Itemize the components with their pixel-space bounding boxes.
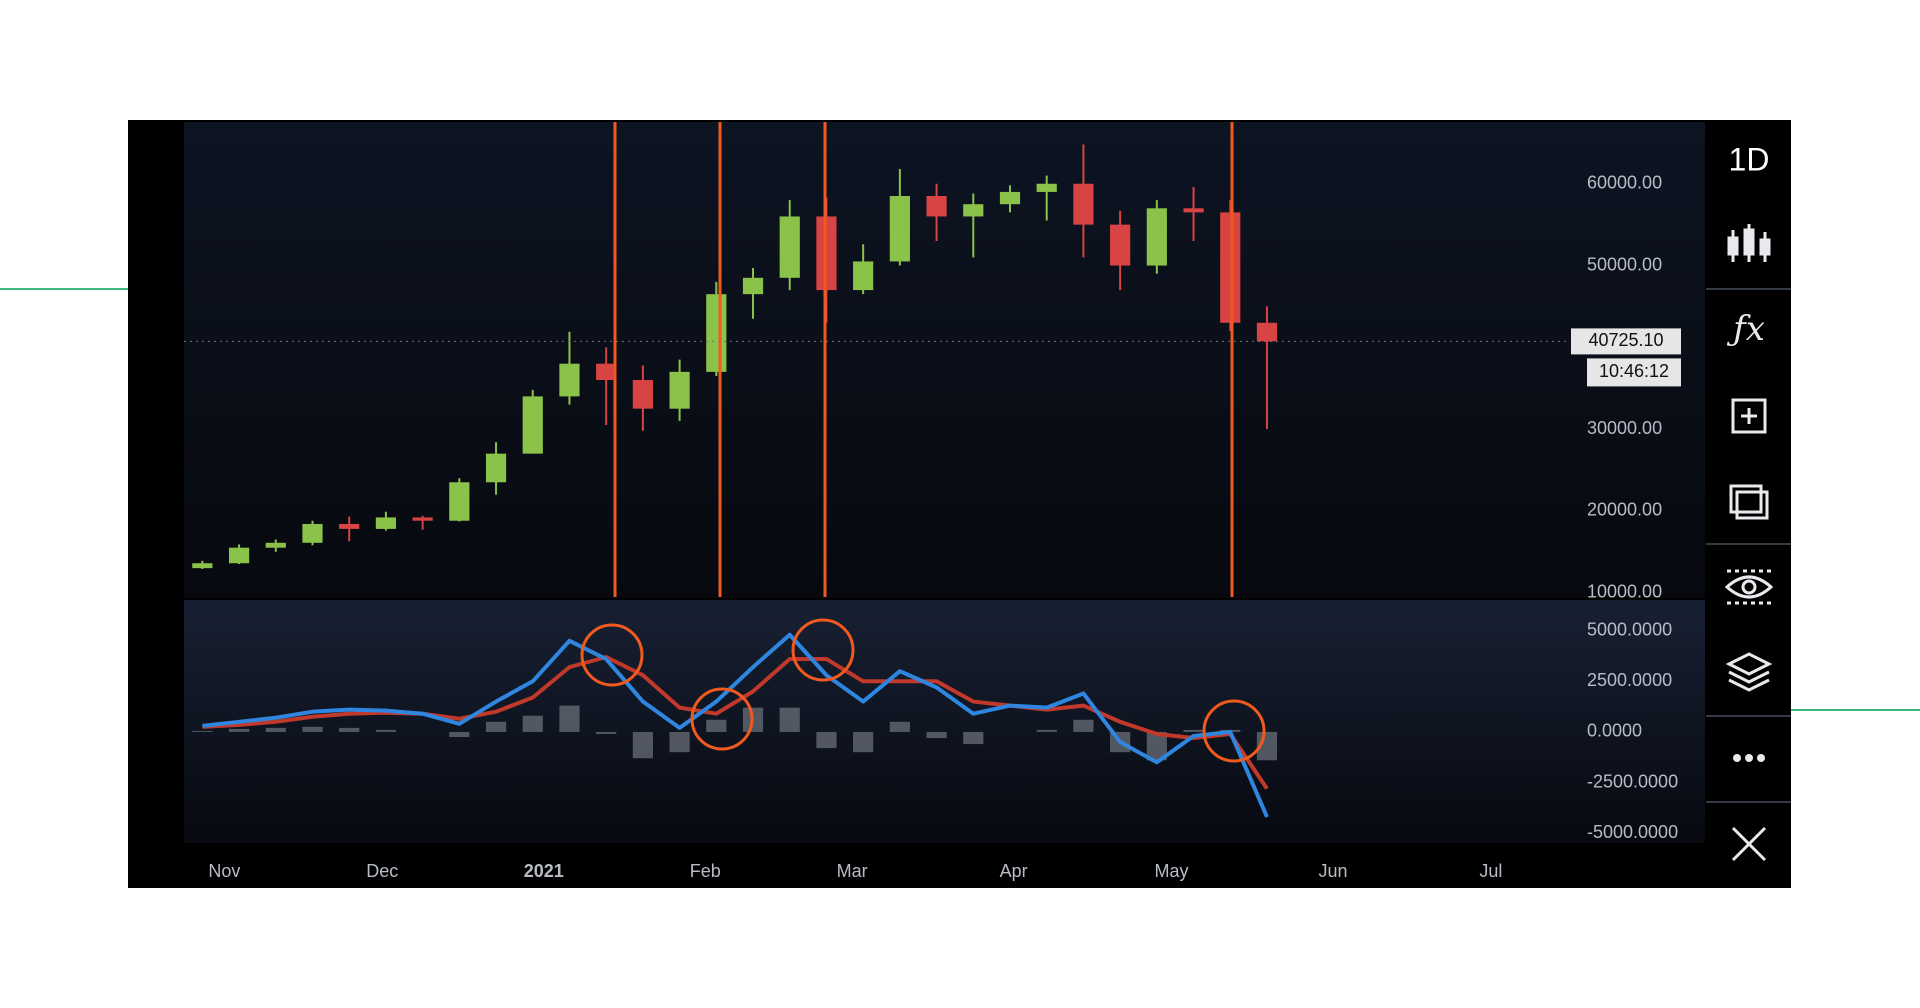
toolbar-separators	[1706, 288, 1791, 803]
y-tick-label: 30000.00	[1587, 418, 1662, 438]
histogram-bar	[339, 727, 360, 732]
histogram-bar	[265, 727, 286, 732]
y-tick-label: -5000.0000	[1587, 822, 1678, 842]
candle-body	[1220, 212, 1241, 323]
candle-body	[632, 380, 653, 409]
more-button[interactable]	[1733, 754, 1765, 762]
x-tick-label: May	[1155, 861, 1189, 881]
x-tick-label: Nov	[208, 861, 240, 881]
histogram-bar	[375, 729, 397, 732]
annotation-circle	[1202, 699, 1266, 763]
histogram-bar	[1146, 731, 1167, 761]
candles-button[interactable]	[1727, 224, 1771, 262]
histogram-bar	[522, 715, 543, 732]
histogram-bar	[926, 731, 947, 739]
x-tick-label: Jun	[1319, 861, 1348, 881]
histogram-bar	[1183, 729, 1204, 732]
candle-body	[485, 453, 507, 483]
histogram-bar	[485, 721, 507, 732]
candle-body	[228, 547, 250, 564]
x-tick-label: 2021	[524, 861, 564, 881]
x-tick-label: Mar	[837, 861, 868, 881]
y-tick-label: 50000.00	[1587, 254, 1662, 274]
candle-body	[1036, 183, 1057, 192]
candle-body	[559, 363, 580, 397]
candle-body	[596, 363, 617, 381]
candle-body	[669, 371, 690, 409]
histogram-bar	[889, 721, 910, 732]
interval-button[interactable]: 1D	[1729, 141, 1770, 177]
close-button[interactable]	[1731, 826, 1767, 862]
histogram-bar	[669, 731, 690, 753]
x-tick-label: Dec	[366, 861, 398, 881]
y-tick-label: 10000.00	[1587, 581, 1662, 601]
countdown-label: 10:46:12	[1599, 361, 1669, 381]
histogram-bar	[853, 731, 874, 753]
candle-body	[1110, 224, 1131, 266]
candle-body	[779, 216, 800, 278]
visibility-button[interactable]	[1724, 569, 1774, 605]
last-price-box	[1571, 328, 1681, 355]
candle-body	[375, 517, 397, 529]
y-tick-label: 60000.00	[1587, 172, 1662, 192]
annotation-circle	[791, 618, 855, 682]
x-tick-label: Apr	[1000, 861, 1028, 881]
histogram-bar	[963, 731, 984, 745]
histogram-bar	[449, 731, 470, 737]
annotation-circle	[690, 687, 754, 751]
annotation-circle	[580, 623, 644, 687]
x-tick-label: Feb	[690, 861, 721, 881]
macd-pane	[184, 600, 1705, 843]
toolbar-icons: ƒx	[1724, 224, 1774, 862]
y-tick-label: 20000.00	[1587, 500, 1662, 520]
last-price-label: 40725.10	[1588, 330, 1663, 350]
histogram-bar	[559, 705, 580, 732]
candle-body	[742, 277, 764, 295]
histogram-bar	[192, 730, 213, 732]
signal-line	[202, 655, 1269, 790]
price-pane	[184, 122, 1705, 598]
candle-body	[1183, 208, 1204, 213]
y-tick-label: 2500.0000	[1587, 670, 1672, 690]
candle-body	[706, 294, 727, 372]
compare-button[interactable]	[1729, 484, 1769, 520]
candle-body	[302, 523, 323, 543]
histogram-bar	[632, 731, 653, 759]
annotations	[580, 122, 1266, 763]
candle-body	[926, 196, 947, 217]
candle-body	[853, 261, 874, 291]
histogram-bar	[1036, 729, 1057, 732]
plot: 10000.00 20000.00 30000.00 50000.00 60000.00…	[184, 144, 1681, 881]
candle-body	[265, 542, 286, 548]
x-tick-label: Jul	[1479, 861, 1502, 881]
indicators-button[interactable]: ƒx	[1726, 309, 1765, 349]
candle-body	[412, 517, 433, 521]
y-tick-label: 5000.0000	[1587, 619, 1672, 639]
candle-body	[999, 191, 1021, 205]
y-tick-label: -2500.0000	[1587, 771, 1678, 791]
candle-body	[963, 204, 984, 217]
layers-button[interactable]	[1725, 652, 1773, 692]
histogram-bar	[1073, 719, 1094, 732]
histogram-bar	[706, 719, 727, 732]
candle-body	[192, 563, 213, 569]
candle-body	[339, 523, 360, 529]
candle-body	[1146, 208, 1167, 266]
candle-body	[522, 396, 543, 454]
macd-line	[202, 632, 1269, 818]
countdown-box	[1587, 358, 1681, 387]
histogram-bar	[596, 731, 617, 734]
histogram-bar	[816, 731, 837, 749]
candle-body	[889, 196, 910, 262]
histogram-bar	[779, 707, 800, 732]
fullscreen-button[interactable]	[1731, 398, 1767, 434]
candle-body	[449, 482, 470, 521]
candle-body	[1073, 183, 1094, 225]
histogram-bar	[302, 726, 323, 732]
histogram-bar	[228, 728, 250, 732]
y-tick-label: 0.0000	[1587, 721, 1642, 741]
candle-body	[1256, 322, 1278, 342]
